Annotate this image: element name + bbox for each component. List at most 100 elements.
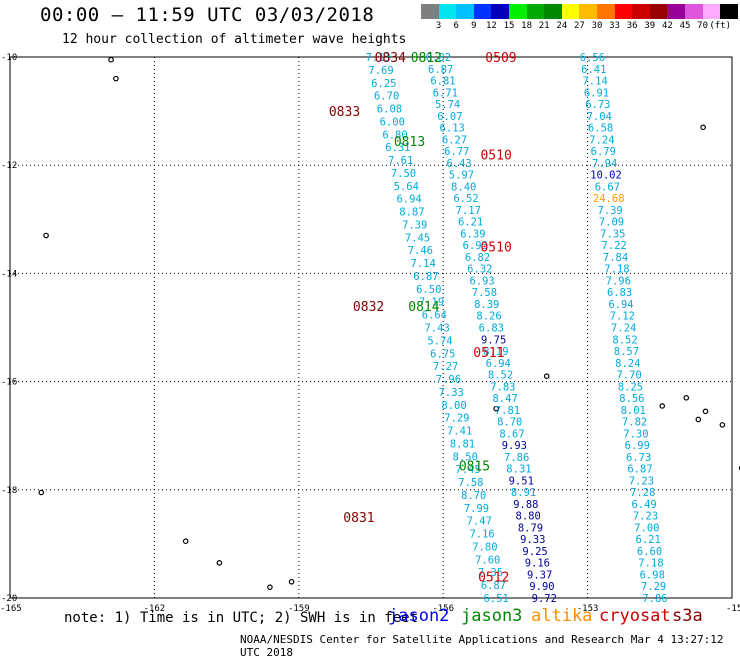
swh-value: 7.58 [458, 477, 483, 489]
island-outline [43, 232, 49, 239]
swh-value: 7.23 [633, 511, 658, 523]
swh-value: 8.56 [619, 393, 644, 405]
swh-value: 6.93 [463, 240, 488, 252]
swh-value: 6.93 [469, 275, 494, 287]
swh-value: 6.82 [426, 52, 451, 64]
y-tick-label: -20 [1, 594, 17, 604]
swh-value: 10.02 [590, 170, 622, 182]
swh-value: 8.31 [506, 464, 531, 476]
swh-value: 8.39 [474, 299, 499, 311]
swh-value: 7.69 [368, 65, 393, 77]
swh-value: 6.51 [483, 593, 508, 605]
swh-value: 7.17 [456, 205, 481, 217]
scale-label: 70 [697, 21, 709, 31]
scale-label: 33 [609, 21, 621, 31]
swh-value: 8.52 [612, 334, 637, 346]
swh-value: 7.41 [447, 426, 472, 438]
swh-value: 8.70 [461, 490, 486, 502]
y-tick-label: -10 [1, 53, 17, 63]
swh-value: 6.43 [446, 158, 471, 170]
scale-swatch [456, 4, 474, 19]
swh-value: 6.79 [591, 146, 616, 158]
swh-value: 6.56 [580, 52, 605, 64]
swh-value: 7.18 [638, 558, 663, 570]
swh-value: 7.84 [603, 252, 628, 264]
swh-value: 8.01 [621, 405, 646, 417]
legend-item-jason3: jason3 [461, 606, 523, 626]
swh-value: 6.70 [374, 91, 399, 103]
swh-value: 5.74 [435, 99, 460, 111]
swh-value: 7.60 [475, 554, 500, 566]
swh-value: 8.87 [399, 207, 424, 219]
swh-value: 6.73 [585, 99, 610, 111]
x-tick-label: -153 [577, 604, 599, 614]
swh-value: 7.86 [504, 452, 529, 464]
swh-value: 6.87 [413, 271, 438, 283]
swh-value: 7.43 [425, 323, 450, 335]
x-tick-label: -156 [432, 604, 454, 614]
swh-value: 7.83 [490, 381, 515, 393]
scale-label: (ft) [709, 21, 732, 31]
swh-value: 6.73 [626, 452, 651, 464]
pass-time-label: 0833 [329, 105, 360, 120]
swh-value: 9.88 [513, 499, 538, 511]
page-subtitle: 12 hour collection of altimeter wave hei… [62, 32, 407, 47]
pass-time-label: 0510 [480, 240, 511, 255]
swh-value: 6.25 [371, 78, 396, 90]
x-tick-label: -159 [288, 604, 310, 614]
scale-swatch [473, 4, 492, 19]
scale-swatch [421, 4, 439, 19]
scale-label: 3 [435, 21, 442, 31]
swh-value: 8.47 [492, 393, 517, 405]
swh-value: 7.99 [464, 503, 489, 515]
swh-value: 6.67 [595, 181, 620, 193]
swh-value: 8.26 [476, 311, 501, 323]
swh-value: 7.30 [623, 428, 648, 440]
island-outline [659, 403, 666, 409]
scale-swatch [702, 4, 721, 19]
swh-value: 9.25 [522, 546, 547, 558]
legend-item-s3a: s3a [672, 606, 703, 626]
swh-value: 8.52 [488, 370, 513, 382]
scale-label: 24 [556, 21, 568, 31]
swh-value: 8.24 [615, 358, 640, 370]
pass-time-label: 0834 [375, 51, 406, 66]
swh-value: 7.80 [472, 541, 497, 553]
note-text: note: 1) Time is in UTC; 2) SWH is in fe… [64, 610, 419, 626]
island-outline [683, 395, 690, 401]
swh-value: 8.50 [453, 451, 478, 463]
swh-value: 7.22 [602, 240, 627, 252]
island-outline [543, 373, 550, 379]
scale-swatch [614, 4, 633, 19]
swh-value: 7.09 [599, 217, 624, 229]
scale-swatch [438, 4, 457, 19]
map-frame [9, 56, 733, 599]
swh-value: 7.35 [600, 228, 625, 240]
swh-value: 6.99 [625, 440, 650, 452]
pass-time-label: 0815 [459, 459, 490, 474]
swh-value: 7.45 [455, 464, 480, 476]
scale-label: 6 [453, 21, 459, 31]
pass-time-label: 0814 [408, 300, 439, 315]
swh-value: 7.39 [402, 219, 427, 231]
swh-value: 7.61 [388, 155, 413, 167]
scale-swatch [526, 4, 545, 19]
swh-value: 6.31 [385, 142, 410, 154]
swh-value: 6.87 [481, 580, 506, 592]
swh-value: 6.13 [440, 123, 465, 135]
swh-value: 24.68 [593, 193, 625, 205]
y-tick-label: -14 [1, 269, 17, 279]
island-outline [738, 465, 740, 471]
swh-value: 7.00 [634, 522, 659, 534]
swh-value: 7.47 [467, 516, 492, 528]
swh-value: 7.23 [629, 475, 654, 487]
pass-time-label: 0509 [485, 51, 516, 66]
swh-value: 7.24 [611, 323, 636, 335]
swh-value: 9.37 [527, 569, 552, 581]
swh-value: 6.81 [430, 76, 455, 88]
swh-value: 7.18 [604, 264, 629, 276]
footer-credit: NOAA/NESDIS Center for Satellite Applica… [240, 633, 724, 659]
swh-value: 8.79 [518, 522, 543, 534]
scale-label: 45 [679, 21, 691, 31]
